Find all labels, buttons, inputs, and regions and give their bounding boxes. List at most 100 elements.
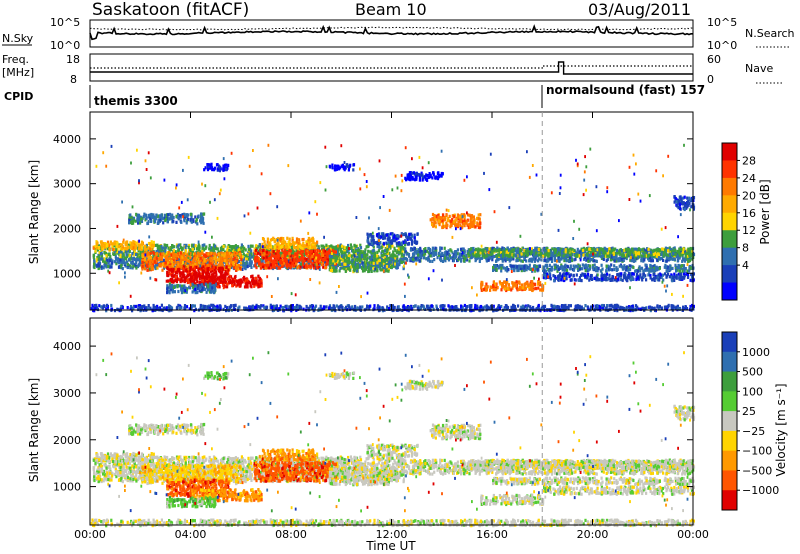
heatmap-cell	[330, 252, 334, 256]
heatmap-cell	[267, 261, 270, 265]
heatmap-cell	[108, 252, 111, 256]
heatmap-cell	[183, 277, 187, 282]
freq-trace	[90, 61, 693, 75]
heatmap-cell	[277, 265, 280, 269]
heatmap-cell	[191, 275, 194, 280]
heatmap-cell	[164, 249, 167, 253]
heatmap-cell	[329, 258, 332, 262]
heatmap-cell	[334, 250, 337, 254]
heatmap-cell	[383, 252, 386, 256]
heatmap-cell	[181, 267, 185, 271]
heatmap-cell	[365, 245, 368, 249]
heatmap-cell	[547, 259, 550, 263]
heatmap-cell	[134, 244, 137, 248]
heatmap-cell	[325, 262, 328, 266]
heatmap-cell	[613, 259, 616, 263]
heatmap-cell	[219, 246, 222, 250]
heatmap-cell	[118, 250, 121, 254]
heatmap-cell	[147, 251, 150, 255]
heatmap-cell	[544, 258, 547, 262]
heatmap-cell	[322, 248, 325, 252]
heatmap-cell	[162, 254, 165, 258]
heatmap-cell	[166, 266, 169, 270]
heatmap-cell	[238, 253, 241, 257]
heatmap-cell	[169, 278, 172, 282]
heatmap-cell	[95, 242, 98, 246]
heatmap-cell	[99, 265, 102, 269]
heatmap-cell	[126, 254, 129, 258]
heatmap-cell	[259, 252, 262, 256]
heatmap-cell	[105, 265, 108, 269]
heatmap-cell	[188, 243, 191, 248]
heatmap-cell	[103, 260, 107, 264]
heatmap-cell	[275, 242, 278, 247]
heatmap-cell	[346, 250, 349, 254]
heatmap-cell	[221, 280, 224, 284]
heatmap-cell	[201, 275, 204, 279]
heatmap-cell	[681, 259, 684, 263]
heatmap-cell	[113, 252, 116, 256]
heatmap-cell	[400, 253, 403, 257]
heatmap-cell	[308, 240, 311, 244]
heatmap-cell	[385, 265, 389, 269]
heatmap-cell	[210, 246, 213, 250]
heatmap-cell	[344, 262, 347, 266]
heatmap-cell	[310, 249, 313, 253]
heatmap-cell	[240, 246, 243, 250]
heatmap-cell	[117, 261, 121, 265]
heatmap-cell	[235, 260, 238, 264]
heatmap-cell	[198, 253, 201, 257]
heatmap-cell	[357, 247, 360, 251]
heatmap-cell	[192, 252, 195, 256]
heatmap-cell	[235, 267, 238, 271]
heatmap-cell	[98, 260, 101, 264]
heatmap-cell	[107, 264, 110, 269]
heatmap-cell	[108, 247, 111, 252]
heatmap-cell	[618, 257, 621, 261]
heatmap-cell	[249, 261, 253, 265]
heatmap-cell	[378, 258, 381, 262]
heatmap-cell	[316, 259, 319, 264]
heatmap-cell	[208, 243, 211, 248]
heatmap-cell	[249, 257, 252, 261]
heatmap-cell	[114, 252, 117, 256]
heatmap-cell	[152, 250, 155, 255]
heatmap-cell	[132, 264, 135, 269]
heatmap-cell	[284, 245, 288, 249]
heatmap-cell	[347, 257, 350, 261]
heatmap-cell	[648, 258, 651, 262]
heatmap-cell	[358, 265, 361, 269]
heatmap-cell	[347, 248, 350, 252]
heatmap-cell	[221, 246, 224, 250]
heatmap-cell	[156, 246, 159, 250]
heatmap-cell	[384, 257, 387, 261]
heatmap-cell	[177, 289, 180, 294]
nave-trace	[90, 65, 693, 69]
heatmap-cell	[189, 269, 192, 273]
heatmap-cell	[226, 282, 229, 286]
heatmap-cell	[300, 265, 303, 269]
heatmap-cell	[227, 254, 230, 258]
heatmap-cell	[216, 247, 219, 251]
heatmap-cell	[154, 243, 158, 247]
heatmap-cell	[487, 258, 490, 262]
heatmap-cell	[168, 265, 171, 269]
heatmap-cell	[101, 257, 104, 261]
heatmap-cell	[296, 250, 299, 254]
heatmap-cell	[550, 256, 553, 260]
heatmap-cell	[433, 251, 436, 255]
heatmap-cell	[659, 257, 662, 261]
heatmap-cell	[255, 244, 258, 248]
heatmap-cell	[225, 262, 228, 266]
heatmap-cell	[275, 257, 278, 261]
heatmap-cell	[166, 286, 169, 291]
heatmap-cell	[673, 257, 676, 261]
heatmap-cell	[108, 265, 111, 269]
heatmap-cell	[205, 271, 208, 275]
heatmap-cell	[370, 254, 373, 258]
heatmap-cell	[337, 250, 340, 254]
heatmap-cell	[140, 240, 143, 244]
heatmap-cell	[156, 263, 159, 267]
heatmap-cell	[399, 248, 402, 252]
